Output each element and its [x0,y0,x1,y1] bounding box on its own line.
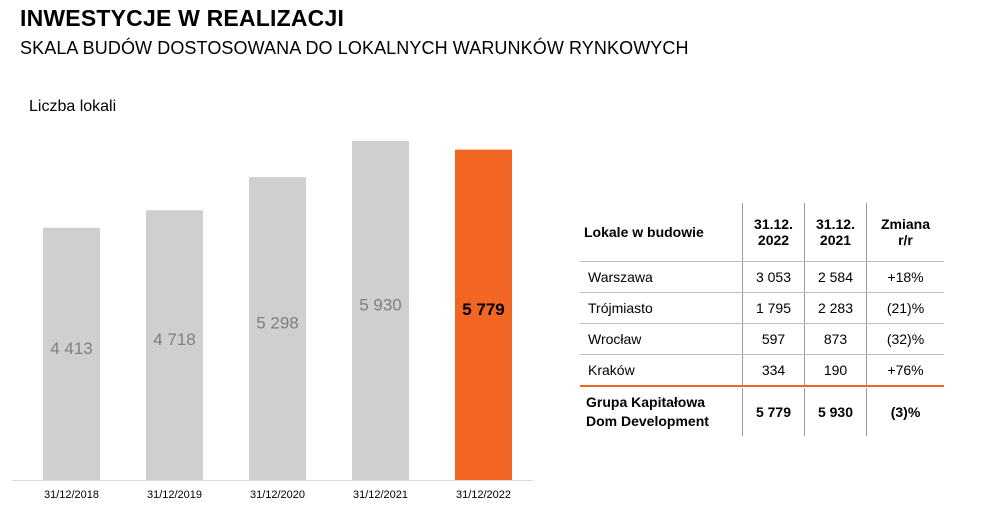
table-header-row: Lokale w budowie 31.12. 2022 31.12. 2021 Z… [580,203,944,261]
bar-31/12/2022 [455,149,512,480]
row-name: Kraków [588,362,635,378]
table-row: Kraków 334 190 +76% [580,354,944,385]
row-value-2021: 190 [804,355,866,385]
table-header-name: Lokale w budowie [584,224,704,240]
table-row: Warszawa 3 053 2 584 +18% [580,261,944,292]
x-tick-label: 31/12/2021 [353,489,408,501]
page-title: INWESTYCJE W REALIZACJI [20,5,345,31]
bar-31/12/2019 [146,210,203,480]
bar-value-label: 4 718 [153,330,196,349]
row-name: Warszawa [588,269,653,285]
bar-31/12/2020 [249,177,306,480]
row-name: Wrocław [588,331,642,347]
x-tick-label: 31/12/2019 [147,489,202,501]
table-row: Wrocław 597 873 (32)% [580,323,944,354]
bar-value-label: 5 779 [462,300,505,319]
bar-value-label: 5 930 [359,296,402,315]
total-change: (3)% [866,388,944,436]
row-name: Trójmiasto [588,300,653,316]
row-value-2021: 2 584 [804,262,866,292]
row-value-2022: 1 795 [742,293,804,323]
bar-value-label: 4 413 [50,339,93,358]
total-value-2022: 5 779 [742,388,804,436]
table-header-change: Zmiana r/r [866,203,944,261]
row-value-2022: 3 053 [742,262,804,292]
row-change: +76% [866,355,944,385]
bar-chart: 4 413 31/12/2018 4 718 31/12/2019 5 298 31/12… [12,141,533,501]
bar-31/12/2018 [43,227,100,480]
row-change: +18% [866,262,944,292]
total-value-2021: 5 930 [804,388,866,436]
row-value-2021: 873 [804,324,866,354]
y-axis-label: Liczba lokali [29,98,117,115]
row-value-2022: 597 [742,324,804,354]
row-change: (32)% [866,324,944,354]
row-value-2021: 2 283 [804,293,866,323]
table-header-2021: 31.12. 2021 [804,203,866,261]
row-value-2022: 334 [742,355,804,385]
table-total-row: Grupa Kapitałowa Dom Development 5 779 5 … [580,385,944,437]
bar-value-label: 5 298 [256,314,299,333]
bar-31/12/2021 [352,141,409,480]
x-tick-label: 31/12/2018 [44,489,99,501]
x-tick-label: 31/12/2020 [250,489,305,501]
row-change: (21)% [866,293,944,323]
table-row: Trójmiasto 1 795 2 283 (21)% [580,292,944,323]
page-subtitle: SKALA BUDÓW DOSTOSOWANA DO LOKALNYCH WAR… [20,38,689,58]
table-header-2022: 31.12. 2022 [742,203,804,261]
x-tick-label: 31/12/2022 [456,489,511,501]
construction-table: Lokale w budowie 31.12. 2022 31.12. 2021 Z… [580,203,944,437]
total-name: Grupa Kapitałowa Dom Development [586,394,709,429]
